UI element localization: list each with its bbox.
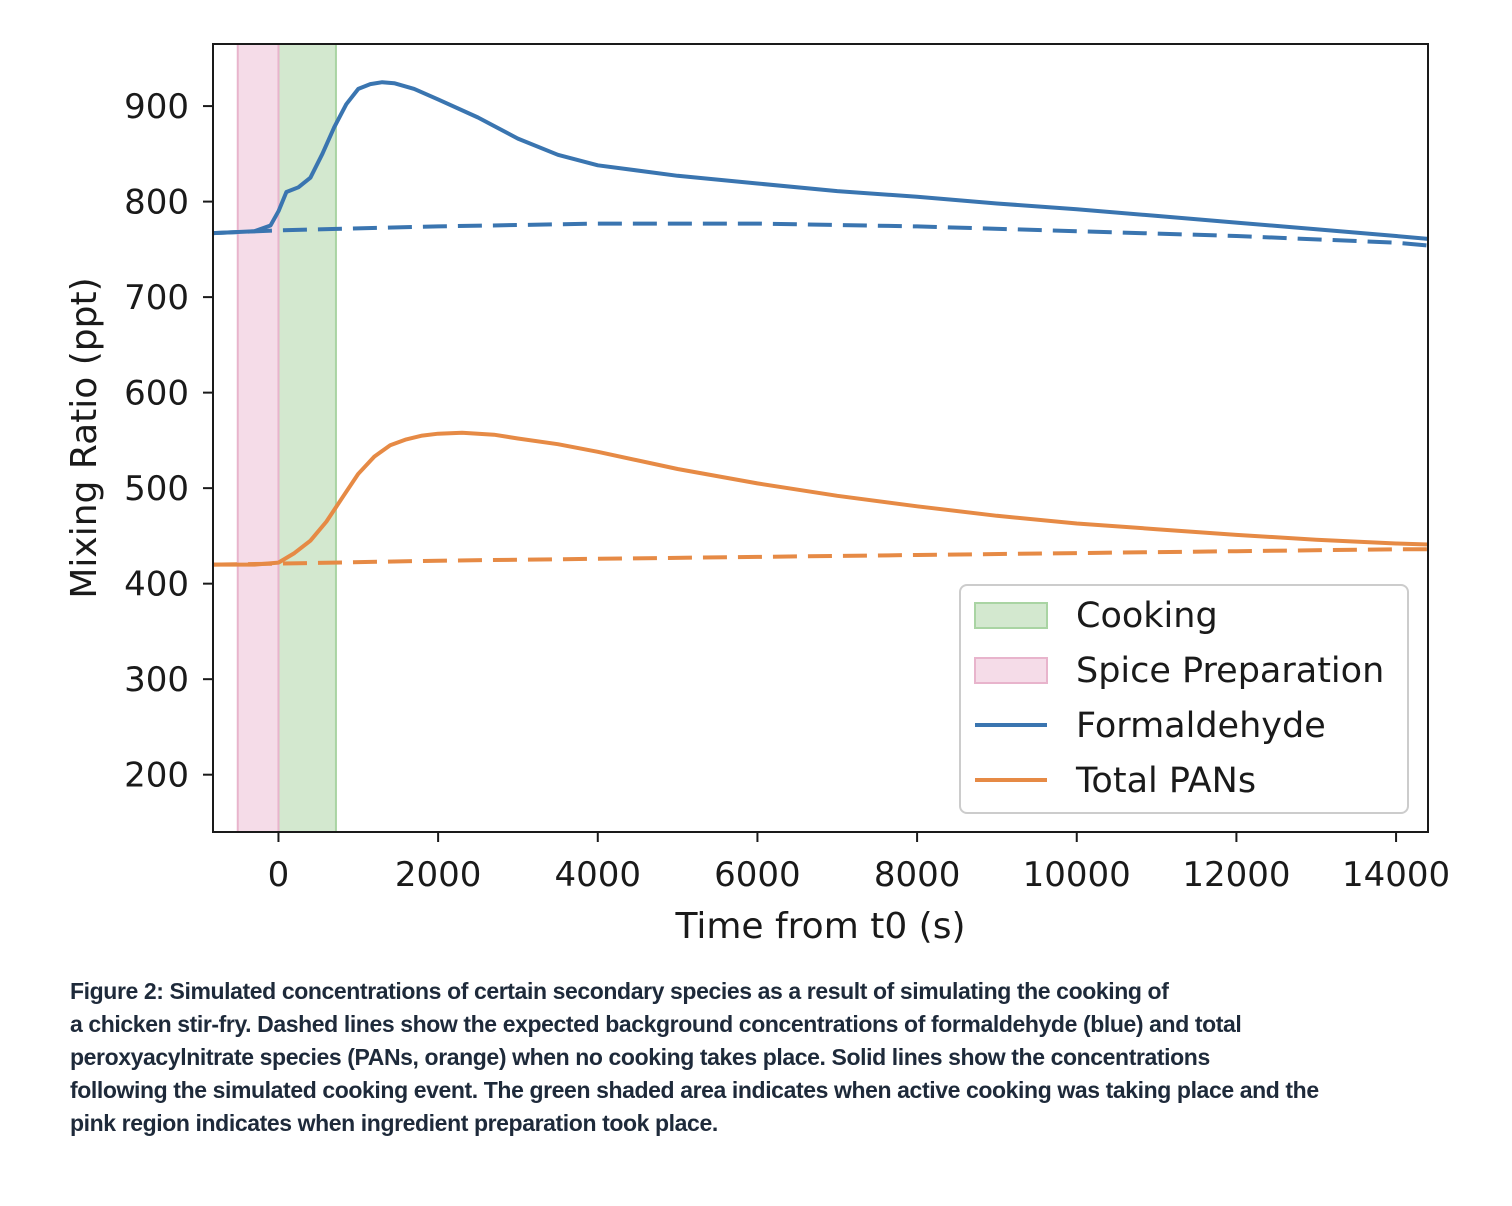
x-tick-label-0: 0 — [268, 855, 290, 895]
legend-box — [959, 584, 1409, 814]
legend-swatch-spice-preparation — [974, 657, 1048, 684]
chart-svg: 0 2000 4000 6000 8000 10000 12000 14000 200 300 4… — [64, 43, 1450, 947]
shaded-regions — [236, 43, 337, 833]
x-tick-label-14000: 14000 — [1342, 855, 1450, 895]
series-lines — [212, 80, 1429, 567]
y-tick-label-800: 800 — [124, 183, 189, 223]
x-tick-label-8000: 8000 — [874, 855, 961, 895]
x-tick-label-4000: 4000 — [555, 855, 642, 895]
figure-caption: Figure 2: Simulated concentrations of ce… — [70, 975, 1450, 1140]
caption-line-3: peroxyacylnitrate species (PANs, orange)… — [70, 1044, 1210, 1070]
x-tick-label-10000: 10000 — [1023, 855, 1131, 895]
series-total-pans-background — [212, 547, 1428, 567]
y-axis-label: Mixing Ratio (ppt) — [64, 277, 105, 598]
caption-line-5: pink region indicates when ingredient pr… — [70, 1110, 718, 1136]
caption-line-1: Figure 2: Simulated concentrations of ce… — [70, 978, 1169, 1004]
y-axis-ticks: 200 300 400 500 600 700 800 900 — [124, 87, 213, 796]
legend-label-formaldehyde: Formaldehyde — [1076, 706, 1326, 746]
region-cooking — [277, 43, 337, 833]
y-tick-label-400: 400 — [124, 565, 189, 605]
x-axis-label: Time from t0 (s) — [674, 906, 965, 947]
series-total-pans — [213, 430, 1429, 567]
legend-label-spice-preparation: Spice Preparation — [1076, 651, 1384, 691]
y-tick-label-200: 200 — [124, 756, 189, 796]
legend-swatch-cooking — [974, 602, 1048, 629]
series-formaldehyde — [212, 80, 1429, 241]
plot-frame — [212, 43, 1429, 833]
legend: Cooking Spice Preparation Formaldehyde Tota… — [959, 584, 1409, 814]
y-tick-label-500: 500 — [124, 469, 189, 509]
legend-label-cooking: Cooking — [1076, 596, 1218, 636]
y-tick-label-600: 600 — [124, 374, 189, 414]
chart-figure: 0 2000 4000 6000 8000 10000 12000 14000 200 300 4… — [64, 43, 1450, 947]
region-spice-preparation — [236, 43, 280, 833]
x-tick-label-6000: 6000 — [714, 855, 801, 895]
x-axis-ticks: 0 2000 4000 6000 8000 10000 12000 14000 — [268, 832, 1450, 895]
legend-label-total-pans: Total PANs — [1075, 761, 1256, 801]
y-tick-label-900: 900 — [124, 87, 189, 127]
caption-line-4: following the simulated cooking event. T… — [70, 1077, 1319, 1103]
y-tick-label-300: 300 — [124, 660, 189, 700]
y-tick-label-700: 700 — [124, 278, 189, 318]
series-formaldehyde-background — [212, 221, 1429, 248]
x-tick-label-2000: 2000 — [395, 855, 482, 895]
x-tick-label-12000: 12000 — [1182, 855, 1290, 895]
caption-line-2: a chicken stir-fry. Dashed lines show th… — [70, 1011, 1242, 1037]
